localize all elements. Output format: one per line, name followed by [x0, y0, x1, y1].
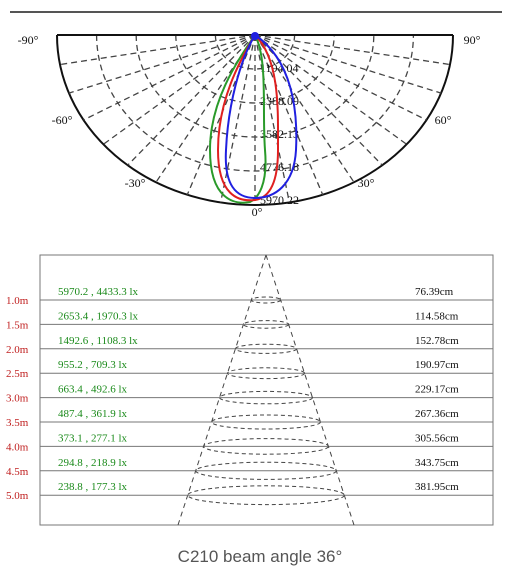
diameter-label: 267.36cm — [415, 408, 459, 420]
distance-label: 1.5m — [6, 319, 29, 331]
illuminance-label: 294.8 , 218.9 lx — [58, 457, 128, 469]
illuminance-label: 373.1 , 277.1 lx — [58, 432, 128, 444]
diameter-label: 190.97cm — [415, 359, 459, 371]
grid-ray — [219, 34, 256, 203]
distance-label: 3.0m — [6, 393, 29, 405]
grid-arc — [175, 34, 335, 104]
angle-label: -90° — [18, 33, 39, 47]
radial-label: 4776.18 — [260, 160, 299, 174]
diameter-label: 114.58cm — [415, 310, 459, 322]
distance-label: 3.5m — [6, 417, 29, 429]
angle-label: -30° — [125, 176, 146, 190]
distance-label: 2.0m — [6, 344, 29, 356]
distance-label: 4.0m — [6, 441, 29, 453]
illuminance-label: 5970.2 , 4433.3 lx — [58, 286, 139, 298]
curve-green — [208, 33, 267, 204]
distance-label: 1.0m — [6, 295, 29, 307]
angle-label: 0° — [252, 205, 263, 219]
grid-ray — [254, 34, 291, 203]
cone-edge — [177, 254, 267, 526]
beam-ellipse — [211, 414, 321, 430]
angle-label: 60° — [435, 113, 452, 127]
radial-label: 2388.09 — [260, 94, 299, 108]
beam-ellipse — [234, 343, 298, 354]
distance-label: 2.5m — [6, 368, 29, 380]
beam-ellipse — [187, 485, 345, 506]
grid-ray — [254, 34, 324, 196]
angle-label: -60° — [52, 113, 73, 127]
angle-label: 30° — [358, 176, 375, 190]
beam-ellipse — [195, 461, 337, 480]
radial-label: 5970.22 — [260, 193, 299, 207]
curve-blue — [224, 33, 298, 200]
distance-label: 5.0m — [6, 490, 29, 502]
illuminance-table: 1.0m 5970.2 , 4433.3 lx 76.39cm 1.5m 2653.4 … — [6, 254, 493, 526]
grid-ray — [127, 34, 256, 166]
radial-label: 1194.04 — [260, 61, 299, 75]
outer-arc — [56, 34, 454, 206]
curve-red — [216, 33, 280, 202]
illuminance-label: 663.4 , 492.6 lx — [58, 384, 128, 396]
diameter-label: 76.39cm — [415, 286, 454, 298]
grid-ray — [254, 34, 408, 145]
grid-ray — [83, 34, 256, 121]
grid-arc — [214, 34, 296, 70]
illuminance-label: 2653.4 , 1970.3 lx — [58, 310, 139, 322]
illuminance-label: 1492.6 , 1108.3 lx — [58, 335, 138, 347]
diameter-label: 229.17cm — [415, 384, 459, 396]
grid-ray — [59, 34, 256, 66]
radial-label: 3582.13 — [260, 127, 299, 141]
distance-label: 4.5m — [6, 466, 29, 478]
diameter-label: 152.78cm — [415, 335, 459, 347]
grid-ray — [186, 34, 256, 196]
beam-ellipse — [250, 296, 282, 304]
grid-ray — [68, 34, 256, 94]
grid-ray — [254, 34, 442, 94]
diameter-label: 305.56cm — [415, 432, 459, 444]
beam-ellipse — [242, 320, 290, 329]
center-dot — [251, 32, 259, 40]
diameter-label: 381.95cm — [415, 481, 459, 493]
polar-plot: -90° 90° -60° 60° -30° 30° 0° 1194.04 2388.09 358… — [18, 33, 481, 219]
illuminance-label: 487.4 , 361.9 lx — [58, 408, 128, 420]
illuminance-label: 238.8 , 177.3 lx — [58, 481, 128, 493]
caption: C210 beam angle 36° — [178, 547, 343, 566]
beam-ellipse — [203, 438, 329, 455]
beam-ellipse — [219, 390, 313, 405]
beam-ellipse — [226, 367, 306, 380]
angle-label: 90° — [464, 33, 481, 47]
grid-ray — [102, 34, 256, 145]
grid-ray — [254, 34, 451, 66]
diameter-label: 343.75cm — [415, 457, 459, 469]
grid-ray — [254, 34, 427, 121]
cone-edge — [265, 254, 355, 526]
illuminance-label: 955.2 , 709.3 lx — [58, 359, 128, 371]
